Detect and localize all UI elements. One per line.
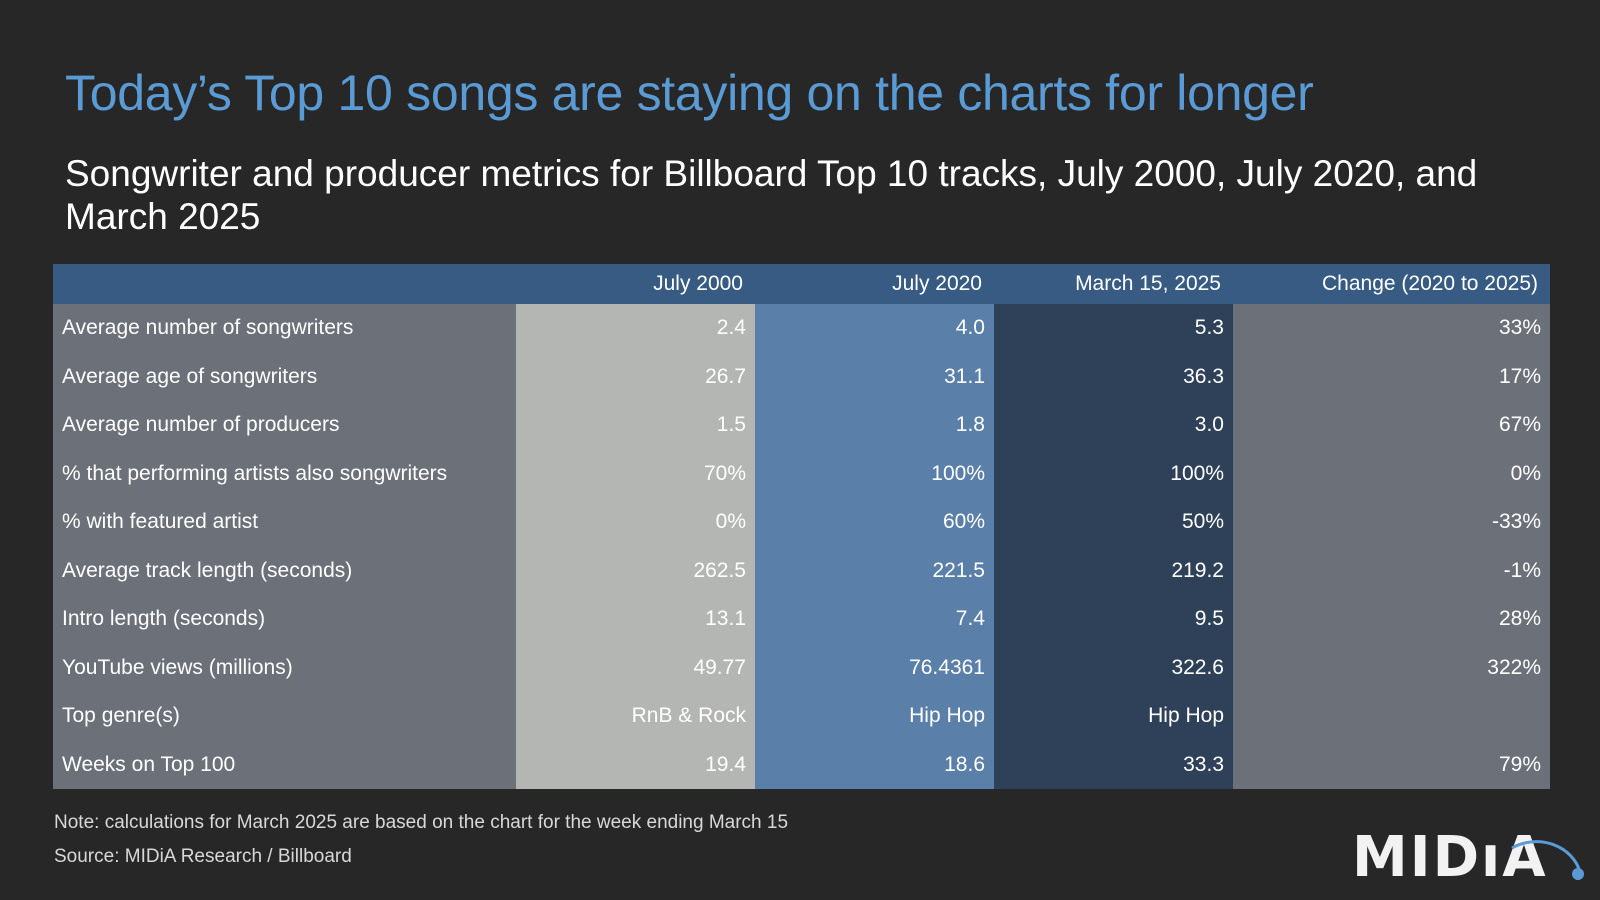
- row-label: Intro length (seconds): [53, 595, 516, 644]
- table-cell: 1.8: [755, 401, 994, 450]
- source-text: Source: MIDiA Research / Billboard: [54, 846, 352, 867]
- note-text: Note: calculations for March 2025 are ba…: [54, 812, 789, 833]
- metrics-table: July 2000 July 2020 March 15, 2025 Chang…: [53, 264, 1550, 789]
- header-cell: July 2000: [516, 264, 755, 304]
- header-cell: Change (2020 to 2025): [1233, 264, 1550, 304]
- table-cell: 322%: [1233, 643, 1550, 692]
- table-cell: Hip Hop: [994, 692, 1233, 741]
- table-row: YouTube views (millions) 49.77 76.4361 322.…: [53, 643, 1550, 692]
- row-label: Average number of songwriters: [53, 304, 516, 353]
- table-cell: 70%: [516, 449, 755, 498]
- header-cell: [53, 264, 516, 304]
- svg-text:MIDıA: MIDıA: [1352, 825, 1548, 888]
- page-subtitle: Songwriter and producer metrics for Bill…: [65, 153, 1478, 237]
- table-cell: 5.3: [994, 304, 1233, 353]
- table-row: Weeks on Top 100 19.4 18.6 33.3 79%: [53, 740, 1550, 789]
- table-header-row: July 2000 July 2020 March 15, 2025 Chang…: [53, 264, 1550, 304]
- table-row: Average track length (seconds) 262.5 221.5…: [53, 546, 1550, 595]
- table-cell: RnB & Rock: [516, 692, 755, 741]
- row-label: Average age of songwriters: [53, 352, 516, 401]
- row-label: Top genre(s): [53, 692, 516, 741]
- table-cell: 7.4: [755, 595, 994, 644]
- table-cell: 221.5: [755, 546, 994, 595]
- table-cell: 19.4: [516, 740, 755, 789]
- table-cell: 26.7: [516, 352, 755, 401]
- table-cell: 18.6: [755, 740, 994, 789]
- table-cell: 13.1: [516, 595, 755, 644]
- table-cell: 0%: [516, 498, 755, 547]
- table-cell: 219.2: [994, 546, 1233, 595]
- table-cell: Hip Hop: [755, 692, 994, 741]
- table-cell: 100%: [755, 449, 994, 498]
- table-cell: 33.3: [994, 740, 1233, 789]
- table-cell: 3.0: [994, 401, 1233, 450]
- table-cell: 79%: [1233, 740, 1550, 789]
- table-cell: 322.6: [994, 643, 1233, 692]
- table-cell: 36.3: [994, 352, 1233, 401]
- table-row: % that performing artists also songwrite…: [53, 449, 1550, 498]
- table-cell: 262.5: [516, 546, 755, 595]
- table-row: % with featured artist 0% 60% 50% -33%: [53, 498, 1550, 547]
- table-cell: 9.5: [994, 595, 1233, 644]
- table-row: Average number of producers 1.5 1.8 3.0 67%: [53, 401, 1550, 450]
- row-label: Weeks on Top 100: [53, 740, 516, 789]
- table-cell: 60%: [755, 498, 994, 547]
- table-row: Top genre(s) RnB & Rock Hip Hop Hip Hop: [53, 692, 1550, 741]
- table-cell: -33%: [1233, 498, 1550, 547]
- table-cell: 67%: [1233, 401, 1550, 450]
- table-cell: 28%: [1233, 595, 1550, 644]
- table-cell: 49.77: [516, 643, 755, 692]
- row-label: Average track length (seconds): [53, 546, 516, 595]
- header-cell: July 2020: [755, 264, 994, 304]
- table-cell: 33%: [1233, 304, 1550, 353]
- table-cell: 2.4: [516, 304, 755, 353]
- page-title: Today’s Top 10 songs are staying on the …: [65, 65, 1314, 121]
- table-cell: 31.1: [755, 352, 994, 401]
- row-label: YouTube views (millions): [53, 643, 516, 692]
- table-cell: [1233, 692, 1550, 741]
- row-label: Average number of producers: [53, 401, 516, 450]
- header-cell: March 15, 2025: [994, 264, 1233, 304]
- table-cell: 76.4361: [755, 643, 994, 692]
- table-cell: 1.5: [516, 401, 755, 450]
- table-cell: 17%: [1233, 352, 1550, 401]
- table-cell: 50%: [994, 498, 1233, 547]
- table-row: Intro length (seconds) 13.1 7.4 9.5 28%: [53, 595, 1550, 644]
- table-row: Average age of songwriters 26.7 31.1 36.3 17…: [53, 352, 1550, 401]
- table-row: Average number of songwriters 2.4 4.0 5.3 33…: [53, 304, 1550, 353]
- table-cell: 100%: [994, 449, 1233, 498]
- midia-logo: MIDıA: [1352, 825, 1584, 888]
- row-label: % that performing artists also songwrite…: [53, 449, 516, 498]
- table-cell: 4.0: [755, 304, 994, 353]
- row-label: % with featured artist: [53, 498, 516, 547]
- table-cell: 0%: [1233, 449, 1550, 498]
- table-cell: -1%: [1233, 546, 1550, 595]
